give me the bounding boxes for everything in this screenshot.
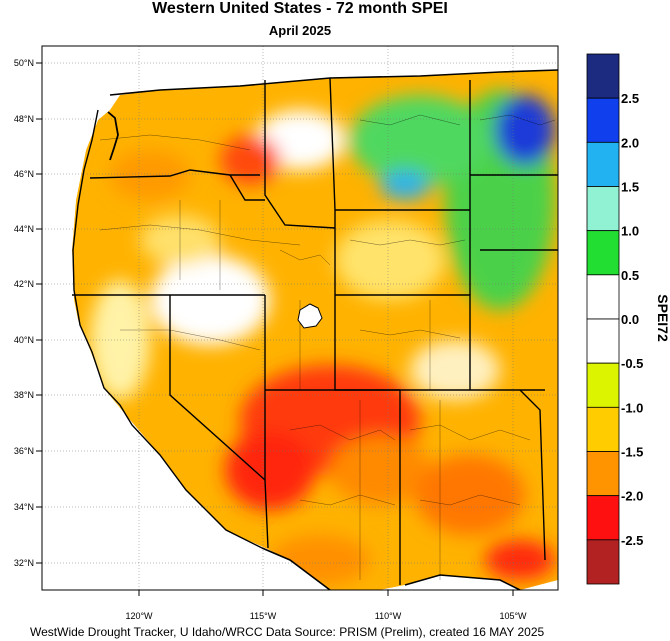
county-lines bbox=[99, 114, 556, 580]
legend-swatch bbox=[586, 53, 620, 99]
legend-swatch bbox=[586, 318, 620, 364]
lat-label-50: 50°N bbox=[14, 58, 34, 68]
land-area bbox=[72, 70, 558, 590]
map-frame bbox=[41, 45, 559, 591]
state-boundaries bbox=[72, 77, 558, 585]
legend-tick-label: 0.0 bbox=[621, 312, 639, 327]
lat-label-36: 36°N bbox=[14, 446, 34, 456]
legend-swatch bbox=[586, 451, 620, 497]
legend-tick-label: 2.5 bbox=[621, 91, 639, 106]
lat-label-34: 34°N bbox=[14, 502, 34, 512]
mexico-border-east bbox=[404, 574, 521, 590]
legend-tick-label: -2.5 bbox=[621, 533, 643, 548]
legend-tick-label: -2.0 bbox=[621, 489, 643, 504]
color-legend-labels: 2.5 2.0 1.5 1.0 0.5 0.0 -0.5 -1.0 -1.5 -2.0 -2.5 bbox=[621, 91, 643, 548]
legend-tick-label: -1.0 bbox=[621, 400, 643, 415]
legend-swatch bbox=[586, 230, 620, 276]
pacific-ocean bbox=[42, 46, 330, 590]
lat-label-48: 48°N bbox=[14, 114, 34, 124]
legend-swatch bbox=[586, 539, 620, 585]
spei-field bbox=[90, 90, 555, 585]
lon-label-120: 120°W bbox=[125, 611, 153, 621]
canada-area bbox=[110, 46, 558, 95]
puget-sound bbox=[107, 111, 119, 161]
lat-label-44: 44°N bbox=[14, 224, 34, 234]
legend-tick-label: -0.5 bbox=[621, 356, 643, 371]
map-panel bbox=[42, 46, 558, 590]
page-subtitle: April 2025 bbox=[268, 23, 332, 38]
lat-label-42: 42°N bbox=[14, 279, 34, 289]
legend-swatch bbox=[586, 495, 620, 541]
legend-swatch bbox=[586, 406, 620, 452]
coastline bbox=[72, 109, 263, 549]
lat-label-46: 46°N bbox=[14, 169, 34, 179]
legend-tick-label: 2.0 bbox=[621, 135, 639, 150]
color-legend bbox=[586, 53, 620, 585]
legend-title: SPEI72 bbox=[655, 294, 670, 342]
longitude-axis: 120°W 115°W 110°W 105°W bbox=[125, 590, 527, 621]
legend-swatch bbox=[586, 97, 620, 143]
legend-tick-label: 1.0 bbox=[621, 224, 639, 239]
lat-label-40: 40°N bbox=[14, 335, 34, 345]
legend-tick-label: -1.5 bbox=[621, 445, 643, 460]
lon-label-110: 110°W bbox=[375, 611, 402, 621]
page-title: Western United States - 72 month SPEI bbox=[152, 0, 448, 17]
mexico-border bbox=[261, 547, 331, 590]
lon-label-105: 105°W bbox=[499, 611, 527, 621]
legend-swatch bbox=[586, 274, 620, 320]
legend-tick-label: 0.5 bbox=[621, 268, 639, 283]
legend-swatch bbox=[586, 186, 620, 232]
lat-label-32: 32°N bbox=[14, 558, 34, 568]
lat-label-38: 38°N bbox=[14, 390, 34, 400]
great-salt-lake bbox=[297, 303, 323, 329]
legend-tick-label: 1.5 bbox=[621, 180, 639, 195]
legend-swatch bbox=[586, 362, 620, 408]
latitude-axis: 50°N 48°N 46°N 44°N 42°N 40°N 38°N 36°N … bbox=[14, 58, 42, 568]
lon-label-115: 115°W bbox=[250, 611, 277, 621]
legend-swatch bbox=[586, 141, 620, 187]
footer-credit: WestWide Drought Tracker, U Idaho/WRCC D… bbox=[30, 625, 545, 639]
